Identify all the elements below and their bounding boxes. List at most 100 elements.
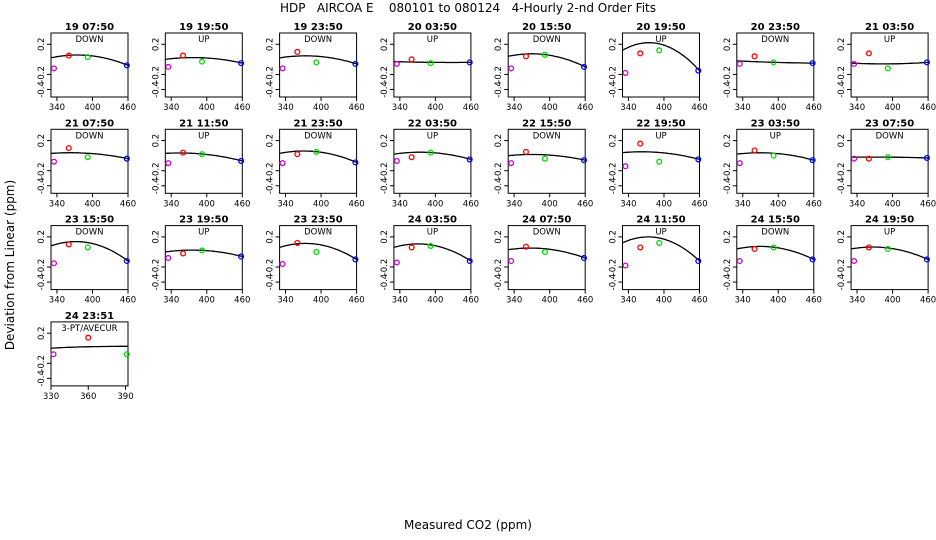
point-mid-green bbox=[313, 148, 320, 155]
point-high bbox=[466, 59, 473, 66]
x-tick-label: 460 bbox=[348, 103, 364, 113]
y-tick-label: -0.2 bbox=[380, 162, 390, 179]
panel-direction-label: DOWN bbox=[876, 131, 904, 141]
x-tick-label: 390 bbox=[117, 392, 133, 402]
point-mid-red bbox=[180, 52, 187, 59]
point-mid-red bbox=[751, 147, 758, 154]
point-low bbox=[50, 158, 58, 165]
fit-curve bbox=[279, 242, 357, 261]
panel-direction-label: DOWN bbox=[76, 228, 104, 238]
panel-title: 23 23:50 bbox=[293, 215, 342, 226]
point-high bbox=[123, 62, 130, 69]
point-mid-green bbox=[541, 51, 548, 58]
y-tick-label: 0.2 bbox=[723, 230, 733, 244]
point-high bbox=[580, 157, 588, 164]
x-tick-label: 340 bbox=[277, 103, 293, 113]
x-tick-label: 330 bbox=[43, 392, 59, 402]
fit-curve bbox=[622, 42, 700, 72]
y-tick-label: -0.2 bbox=[266, 66, 276, 83]
point-low bbox=[50, 351, 57, 358]
point-mid-green bbox=[770, 59, 777, 66]
x-tick-label: 400 bbox=[884, 199, 900, 209]
x-tick-label: 340 bbox=[620, 296, 636, 306]
point-mid-red bbox=[865, 244, 872, 251]
x-tick-label: 400 bbox=[84, 296, 100, 306]
y-tick-label: 0.2 bbox=[837, 134, 847, 148]
point-low bbox=[508, 257, 515, 265]
x-tick-label: 340 bbox=[392, 296, 408, 306]
panel-title: 24 15:50 bbox=[751, 215, 800, 226]
point-mid-red bbox=[637, 50, 644, 57]
x-tick-label: 460 bbox=[920, 199, 936, 209]
fit-curve bbox=[165, 56, 243, 64]
panel-direction-label: UP bbox=[655, 35, 666, 45]
y-tick-label: -0.4 bbox=[37, 177, 47, 194]
point-mid-green bbox=[884, 245, 891, 252]
panel-direction-label: UP bbox=[884, 35, 895, 45]
panel-title: 24 23:51 bbox=[65, 311, 114, 322]
y-tick-label: -0.4 bbox=[609, 81, 619, 98]
point-high bbox=[466, 156, 473, 163]
x-tick-label: 460 bbox=[120, 103, 136, 113]
x-tick-label: 340 bbox=[735, 199, 751, 209]
point-high bbox=[238, 60, 245, 67]
point-low bbox=[736, 160, 743, 167]
point-high bbox=[809, 157, 816, 164]
fit-curve bbox=[622, 236, 700, 262]
point-low bbox=[393, 157, 400, 164]
x-tick-label: 460 bbox=[577, 199, 593, 209]
point-mid-green bbox=[770, 152, 777, 159]
y-tick-label: -0.2 bbox=[266, 162, 276, 179]
panel: 24 23:51 3-PT/AVECUR 0.2 -0.2-0.4 330 360 390 bbox=[37, 311, 134, 402]
point-low bbox=[508, 65, 515, 72]
point-mid-green bbox=[884, 65, 891, 72]
fit-curve bbox=[508, 153, 586, 161]
panel-direction-label: 3-PT/AVECUR bbox=[61, 324, 117, 334]
panel-direction-label: UP bbox=[198, 228, 209, 238]
panel-title: 21 11:50 bbox=[179, 118, 228, 129]
point-mid-red bbox=[751, 245, 758, 252]
x-tick-label: 400 bbox=[656, 296, 672, 306]
x-tick-label: 340 bbox=[163, 103, 179, 113]
point-mid-green bbox=[656, 158, 663, 165]
point-low bbox=[851, 257, 858, 265]
point-low bbox=[165, 160, 172, 167]
point-mid-red bbox=[637, 244, 644, 251]
panel-direction-label: UP bbox=[198, 35, 209, 45]
y-tick-label: -0.4 bbox=[494, 177, 504, 194]
panel-title: 19 23:50 bbox=[293, 22, 342, 33]
panel-direction-label: UP bbox=[884, 228, 895, 238]
x-tick-label: 460 bbox=[691, 296, 707, 306]
x-tick-label: 460 bbox=[920, 103, 936, 113]
y-tick-label: -0.2 bbox=[609, 259, 619, 276]
y-tick-label: 0.2 bbox=[494, 230, 504, 244]
point-low bbox=[279, 260, 286, 268]
x-tick-label: 340 bbox=[163, 296, 179, 306]
point-mid-green bbox=[541, 155, 548, 162]
y-tick-label: -0.4 bbox=[609, 274, 619, 291]
panel-direction-label: UP bbox=[655, 131, 666, 141]
point-mid-green bbox=[541, 248, 548, 256]
point-mid-red bbox=[408, 244, 415, 251]
x-tick-label: 400 bbox=[542, 103, 558, 113]
point-low bbox=[622, 262, 629, 269]
panel-direction-label: UP bbox=[427, 228, 438, 238]
x-tick-label: 340 bbox=[163, 199, 179, 209]
y-tick-label: 0.2 bbox=[380, 38, 390, 52]
y-tick-label: 0.2 bbox=[380, 230, 390, 244]
panel-title: 19 19:50 bbox=[179, 22, 228, 33]
x-axis-label: Measured CO2 (ppm) bbox=[404, 518, 532, 532]
y-tick-label: -0.4 bbox=[37, 274, 47, 291]
y-tick-label: -0.2 bbox=[151, 259, 161, 276]
y-tick-label: -0.2 bbox=[151, 162, 161, 179]
y-tick-label: -0.2 bbox=[837, 66, 847, 83]
point-low bbox=[279, 65, 286, 72]
point-mid-red bbox=[408, 154, 415, 161]
y-tick-label: 0.2 bbox=[494, 38, 504, 52]
panel-title: 21 07:50 bbox=[65, 118, 114, 129]
x-tick-label: 460 bbox=[463, 199, 479, 209]
panel-frame bbox=[736, 128, 815, 194]
point-mid-red bbox=[865, 50, 872, 57]
